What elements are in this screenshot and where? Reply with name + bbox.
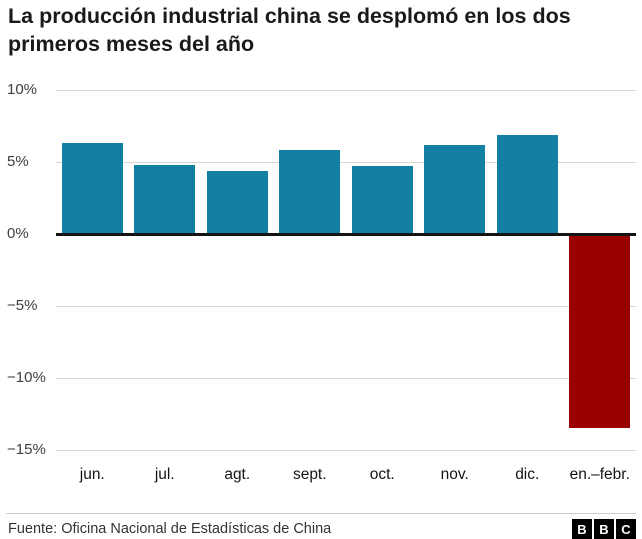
x-tick-label: agt. [224,466,251,483]
source-attribution: Fuente: Oficina Nacional de Estadísticas… [8,521,332,537]
gridline [56,161,636,163]
y-tick-label: −10% [7,369,46,386]
y-axis-labels: 10% 5% 0% −5% −10% −15% [7,81,53,458]
x-tick-label: jul. [154,466,175,483]
x-tick-label: en.–febr. [569,466,630,483]
y-tick-label: 10% [7,81,38,98]
bar-oct [351,166,413,234]
chart-footer: Fuente: Oficina Nacional de Estadísticas… [6,513,636,539]
y-tick-label: 0% [7,225,29,242]
gridline [56,89,636,91]
x-tick-label: oct. [369,466,395,483]
gridline [56,377,636,379]
gridline [56,305,636,307]
bbc-logo-letter: C [616,519,636,539]
bar-sept [279,150,341,234]
zero-baseline [56,232,636,236]
x-tick-label: dic. [515,466,540,483]
x-tick-label: sept. [292,466,327,483]
bar-enfebr [569,234,631,429]
bar-jun [61,143,123,234]
y-tick-label: 5% [7,153,29,170]
bar-nov [424,144,486,234]
plot-area [56,89,636,451]
y-tick-label: −5% [7,297,38,314]
bar-agt [206,170,268,234]
bbc-logo-letter: B [572,519,592,539]
gridline [56,449,636,451]
x-tick-label: nov. [440,466,469,483]
bbc-logo: B B C [572,519,636,539]
bar-dic [496,134,558,234]
chart-title: La producción industrial china se desplo… [8,4,571,56]
bar-jul [134,164,196,234]
y-tick-label: −15% [7,441,46,458]
x-axis-labels: jun. jul. agt. sept. oct. nov. dic. en.–febr. [56,466,636,488]
x-tick-label: jun. [79,466,105,483]
bbc-logo-letter: B [594,519,614,539]
